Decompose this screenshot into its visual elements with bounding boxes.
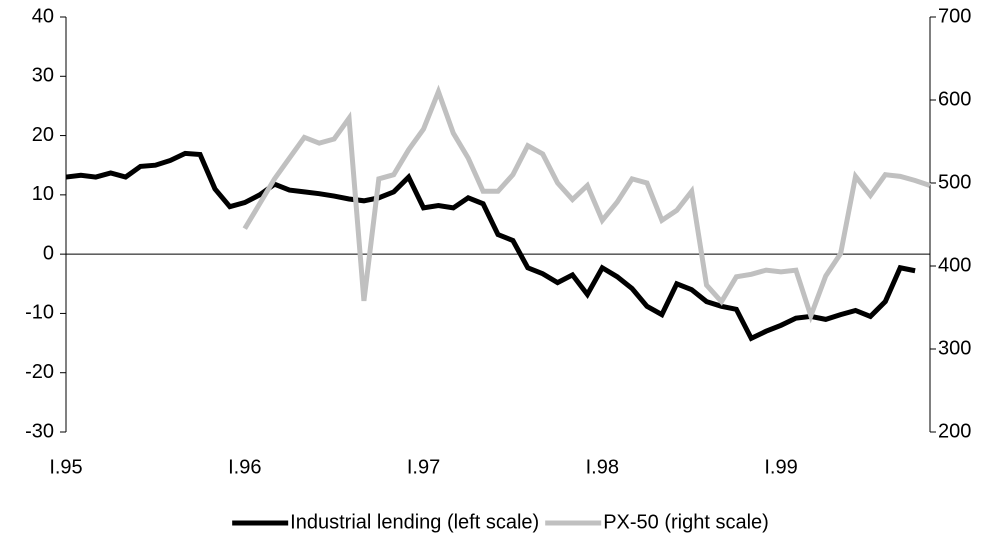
y-tick-label: -20 [25, 361, 54, 383]
legend-label: Industrial lending (left scale) [290, 511, 539, 533]
y-tick-label: 10 [32, 183, 54, 205]
x-tick-label: I.95 [49, 456, 82, 478]
y-tick-label: 40 [32, 5, 54, 27]
y-tick-label: -30 [25, 420, 54, 442]
y2-tick-label: 500 [938, 171, 971, 193]
y2-tick-label: 200 [938, 420, 971, 442]
y2-tick-label: 300 [938, 337, 971, 359]
x-tick-label: I.97 [407, 456, 440, 478]
x-tick-label: I.96 [228, 456, 261, 478]
x-tick-label: I.98 [586, 456, 619, 478]
y-tick-label: 30 [32, 65, 54, 87]
x-tick-label: I.99 [764, 456, 797, 478]
data-line [242, 84, 931, 324]
y2-tick-label: 600 [938, 88, 971, 110]
y2-tick-label: 400 [938, 254, 971, 276]
y-tick-label: 20 [32, 124, 54, 146]
y-tick-label: -10 [25, 302, 54, 324]
data-line [65, 150, 916, 342]
legend-label: PX-50 (right scale) [603, 511, 769, 533]
y2-tick-label: 700 [938, 5, 971, 27]
y-tick-label: 0 [43, 242, 54, 264]
